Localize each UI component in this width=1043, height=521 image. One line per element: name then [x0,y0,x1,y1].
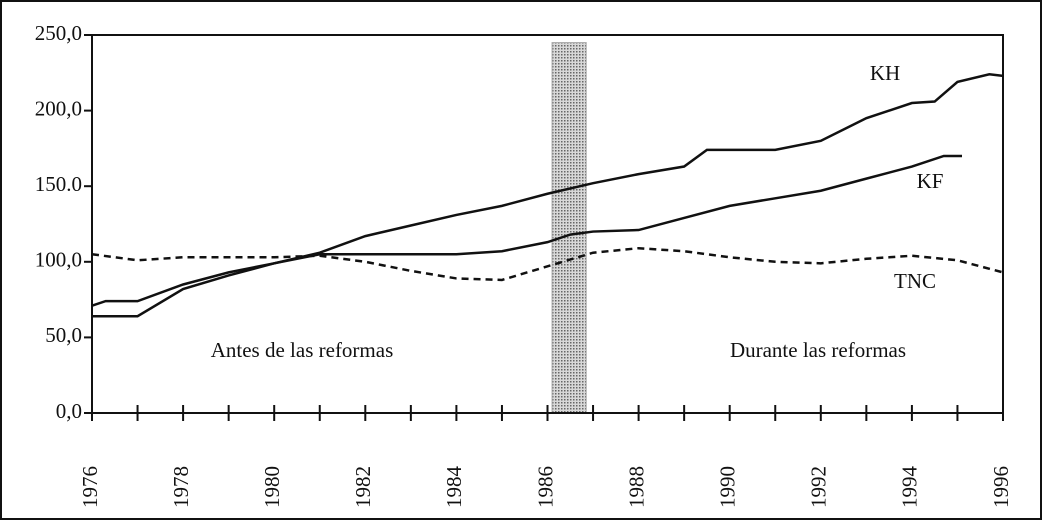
x-tick-label: 1984 [442,466,466,509]
series-line [91,73,1004,307]
series-line [91,246,1004,282]
x-tick-label: 1982 [351,466,375,508]
x-tick-label: 1986 [533,466,557,508]
y-tick-label: 250,0 [35,21,82,45]
series-label: TNC [894,269,936,293]
y-tick-label: 0,0 [56,399,82,423]
series-line [92,154,963,318]
x-tick-label: 1980 [260,466,284,508]
x-tick-label: 1988 [624,466,648,508]
annotation: Durante las reformas [730,338,906,362]
plot-frame [91,34,1004,413]
annotation: Antes de las reformas [211,338,394,362]
x-tick-label: 1978 [169,466,193,508]
x-tick-label: 1976 [78,466,102,508]
series-label: KH [870,61,900,85]
y-tick-label: 50,0 [45,323,82,347]
y-tick-label: 100,0 [35,248,82,272]
x-tick-label: 1994 [898,466,922,509]
x-tick-label: 1992 [807,466,831,508]
reform-period-band [551,42,587,414]
series-label: KF [917,169,944,193]
x-tick-label: 1996 [989,466,1013,508]
y-tick-label: 150.0 [35,172,82,196]
y-tick-label: 200,0 [35,96,82,120]
x-tick-label: 1990 [716,466,740,508]
